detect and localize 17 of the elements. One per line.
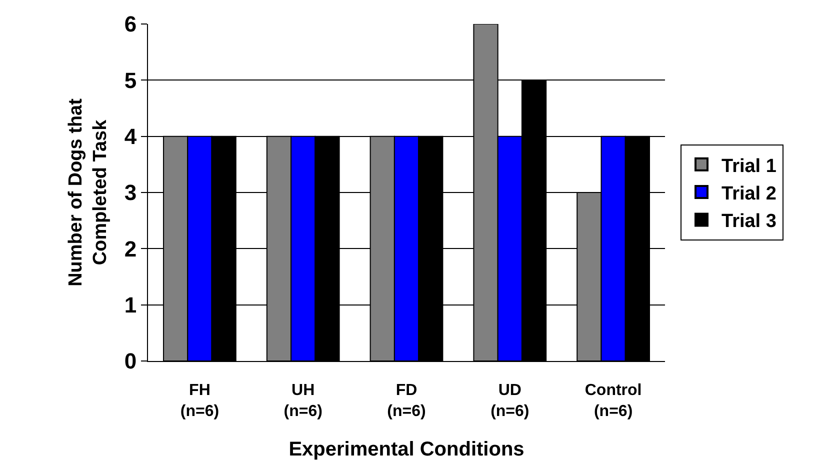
legend-label: Trial 1 <box>722 156 777 177</box>
x-axis-title: Experimental Conditions <box>288 438 524 460</box>
y-tick-label: 2 <box>124 236 137 262</box>
y-tick-label: 0 <box>124 348 137 374</box>
y-tick-label: 3 <box>124 180 137 206</box>
legend-label: Trial 3 <box>722 211 776 232</box>
x-tick-label: FD (n=6) <box>387 382 426 420</box>
y-tick-label: 6 <box>124 12 137 37</box>
y-axis-title: Number of Dogs that Completed Task <box>66 98 112 286</box>
x-tick-label: Control (n=6) <box>584 382 642 420</box>
x-tick-label: FH (n=6) <box>180 382 220 420</box>
x-tick-label: UH (n=6) <box>284 382 322 420</box>
y-tick-label: 4 <box>124 124 138 150</box>
y-tick-label: 1 <box>124 292 137 318</box>
legend-label: Trial 2 <box>722 183 776 204</box>
y-tick-label: 5 <box>124 68 137 93</box>
x-tick-label: UD (n=6) <box>490 382 530 420</box>
